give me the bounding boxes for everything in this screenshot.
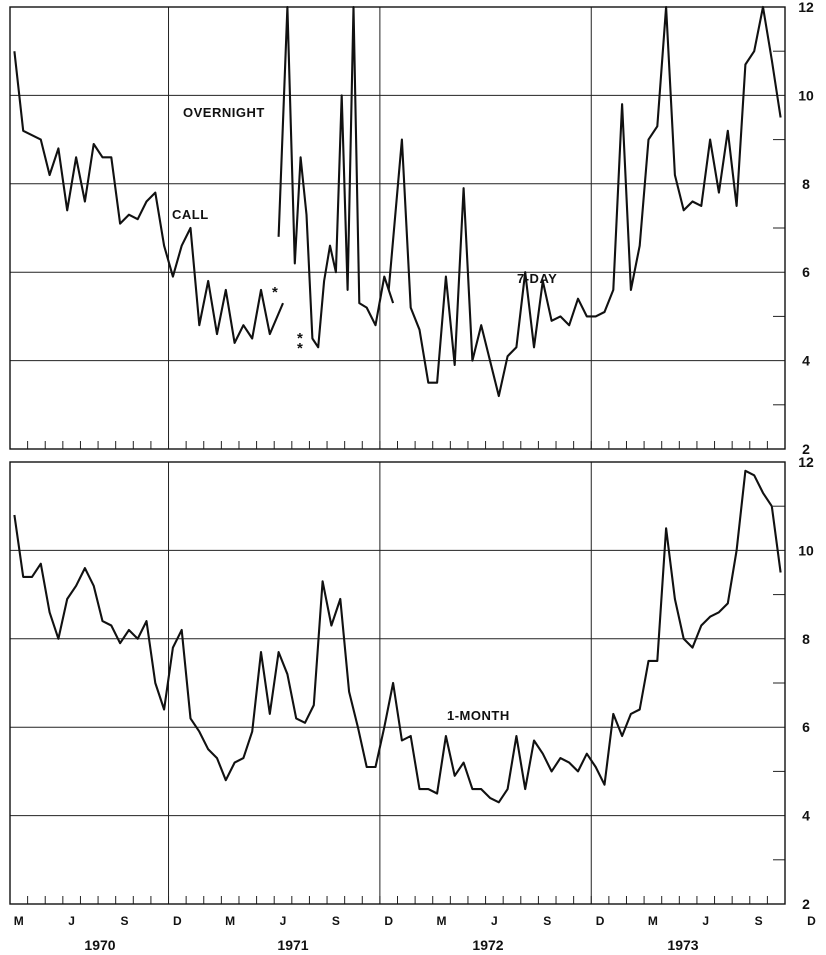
series-line-7-day [387, 5, 782, 398]
bottom-panel: 2 4 6 8 10 12 [9, 454, 814, 912]
series-line-overnight [277, 5, 395, 349]
y-tick-label: 8 [802, 176, 810, 192]
asterisk-marker-1: * [272, 284, 278, 301]
x-year-label: 1972 [472, 937, 503, 953]
x-month-label: S [543, 914, 551, 928]
x-month-label: J [702, 914, 709, 928]
x-month-label: D [384, 914, 393, 928]
one-month-label: 1-MONTH [447, 708, 510, 723]
y-tick-label: 4 [802, 353, 810, 369]
x-month-label: M [648, 914, 658, 928]
seven-day-label: 7-DAY [517, 271, 557, 286]
x-month-label: D [596, 914, 605, 928]
x-month-label: J [280, 914, 287, 928]
x-year-label: 1970 [84, 937, 115, 953]
call-label: CALL [172, 207, 209, 222]
top-panel: 2 4 6 8 10 12 [9, 0, 814, 457]
x-axis: M J S D M J S D M J S D M J S D 1970 1971 1972 1973 [14, 914, 816, 953]
y-tick-label: 10 [798, 87, 814, 103]
x-month-label: M [14, 914, 24, 928]
x-month-label: J [491, 914, 498, 928]
y-tick-label: 6 [802, 264, 810, 280]
panel-frame [9, 461, 786, 905]
y-tick-label: 12 [798, 454, 814, 470]
x-month-label: S [755, 914, 763, 928]
x-month-label: S [332, 914, 340, 928]
y-tick-label: 4 [802, 808, 810, 824]
asterisk-marker-3: * [297, 340, 303, 357]
x-year-label: 1973 [667, 937, 698, 953]
series-line-1-month [13, 469, 782, 804]
y-tick-label: 2 [802, 441, 810, 457]
x-month-label: S [120, 914, 128, 928]
x-month-label: J [68, 914, 75, 928]
x-month-label: D [173, 914, 182, 928]
x-month-label: M [225, 914, 235, 928]
y-tick-label: 8 [802, 631, 810, 647]
panel-frame [9, 6, 786, 450]
y-tick-label: 10 [798, 542, 814, 558]
y-tick-label: 6 [802, 719, 810, 735]
asterisk-marker-2: * [297, 330, 303, 347]
y-tick-label: 2 [802, 896, 810, 912]
x-month-label: M [437, 914, 447, 928]
x-month-label: D [807, 914, 816, 928]
overnight-label: OVERNIGHT [183, 105, 265, 120]
y-tick-label: 12 [798, 0, 814, 15]
x-year-label: 1971 [277, 937, 308, 953]
